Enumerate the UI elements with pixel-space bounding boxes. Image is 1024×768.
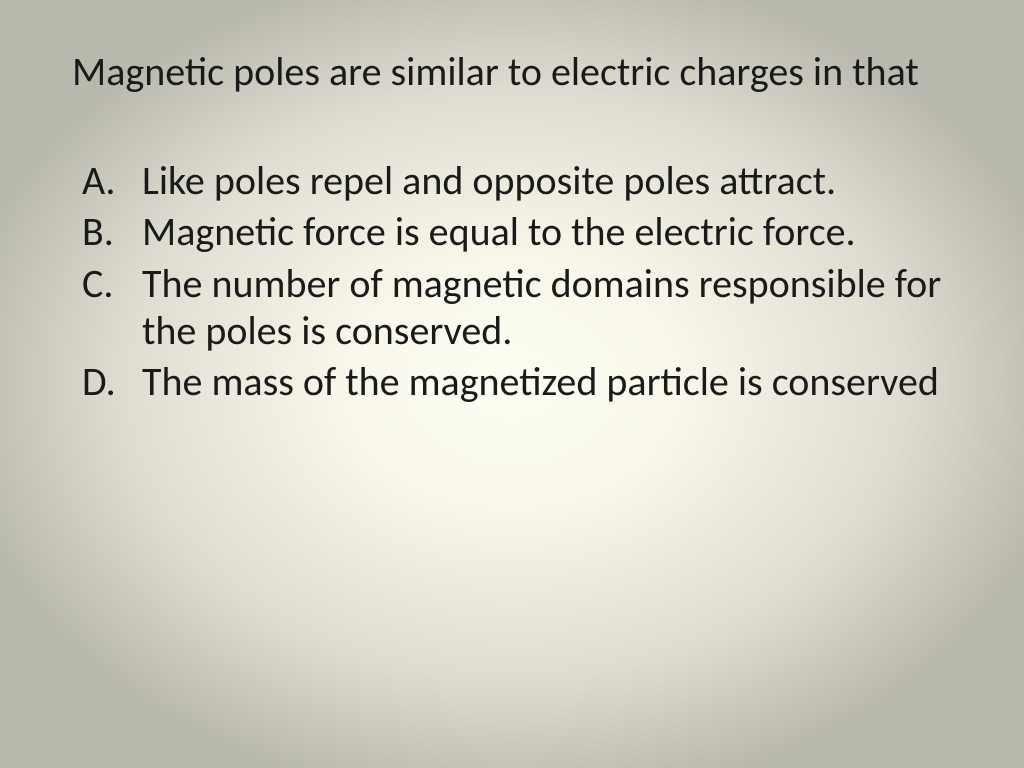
option-c: The number of magnetic domains responsib… [72,260,952,354]
option-b: Magnetic force is equal to the electric … [72,208,952,255]
slide: Magnetic poles are similar to electric c… [0,0,1024,768]
option-d: The mass of the magnetized particle is c… [72,358,952,405]
option-a: Like poles repel and opposite poles attr… [72,157,952,204]
answer-options: Like poles repel and opposite poles attr… [72,157,952,405]
question-text: Magnetic poles are similar to electric c… [72,48,952,95]
